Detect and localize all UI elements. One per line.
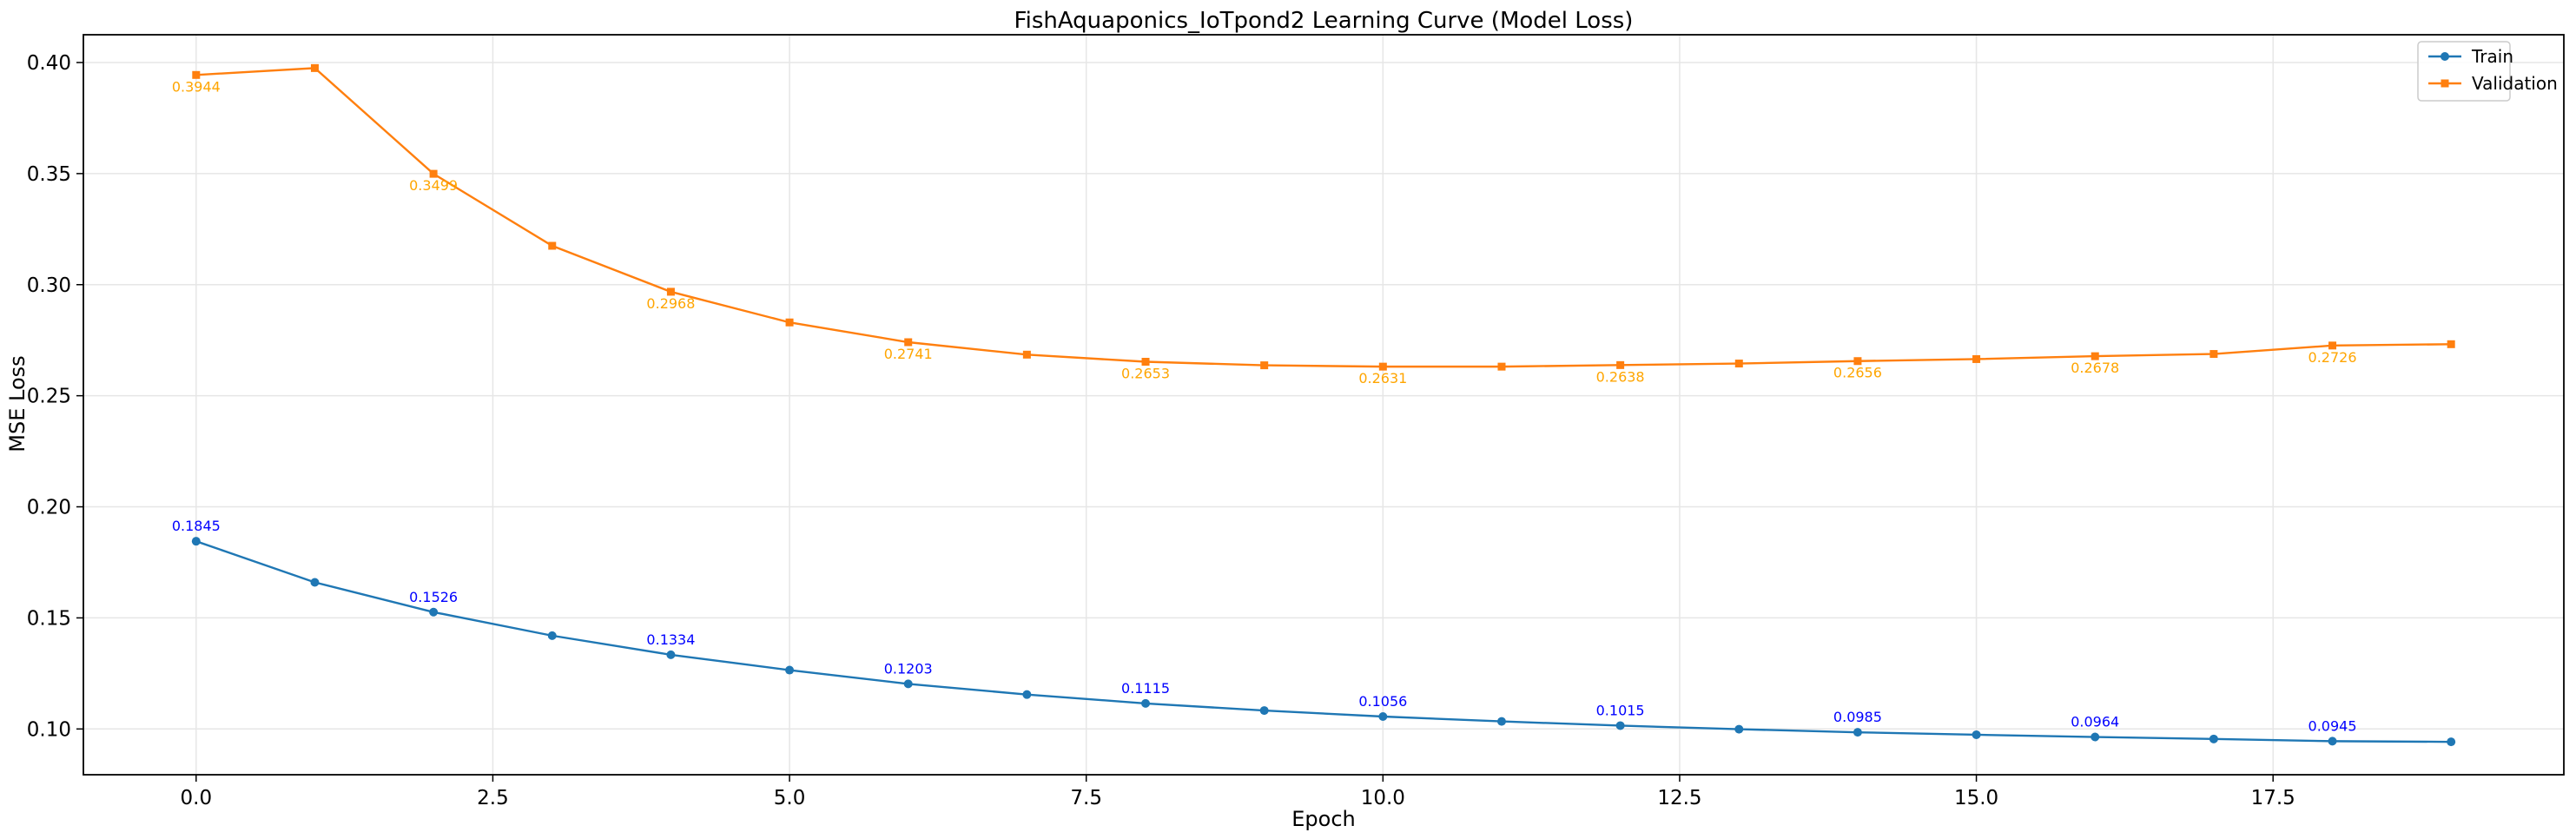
x-tick-label: 7.5 [1070, 787, 1102, 809]
validation-point [310, 63, 319, 72]
train-data-label: 0.0985 [1833, 709, 1882, 725]
x-tick-label: 0.0 [181, 787, 213, 809]
validation-point [1853, 357, 1862, 366]
validation-data-label: 0.2653 [1121, 366, 1170, 382]
train-point [1378, 711, 1388, 721]
train-data-label: 0.1526 [409, 589, 458, 605]
train-data-label: 0.1334 [646, 631, 695, 648]
train-point [1853, 728, 1862, 737]
train-line [195, 540, 2452, 743]
validation-legend-label: Validation [2472, 73, 2558, 94]
validation-data-label: 0.2726 [2308, 349, 2357, 366]
validation-point [429, 169, 438, 178]
train-point [1615, 721, 1625, 730]
x-tick-label: 2.5 [477, 787, 509, 809]
validation-data-label: 0.2656 [1833, 365, 1882, 381]
validation-point [1141, 358, 1150, 367]
validation-point [1972, 354, 1981, 363]
y-tick-label: 0.40 [27, 52, 71, 75]
train-point [903, 679, 913, 689]
train-point [547, 631, 557, 640]
validation-data-label: 0.2741 [884, 346, 933, 362]
validation-point [2447, 340, 2455, 348]
train-data-label: 0.0945 [2308, 717, 2357, 734]
train-data-label: 0.1203 [884, 660, 933, 677]
train-legend-marker [2441, 52, 2449, 61]
train-point [1972, 730, 1981, 739]
validation-point [1497, 362, 1506, 371]
train-point [1022, 690, 1032, 699]
y-tick-label: 0.35 [27, 163, 71, 186]
train-point [2328, 737, 2337, 746]
series-layer [191, 63, 2456, 747]
y-tick-label: 0.15 [27, 607, 71, 630]
x-tick-label: 17.5 [2251, 787, 2295, 809]
x-tick-label: 10.0 [1361, 787, 1405, 809]
legend: Train Validation [2417, 41, 2558, 102]
train-point [785, 665, 795, 675]
train-point [1734, 724, 1744, 734]
validation-point [904, 338, 913, 347]
train-data-label: 0.1115 [1121, 680, 1170, 697]
x-axis-ticks: 0.0 2.5 5.0 7.5 10.0 12.5 15.0 17.5 [181, 775, 2295, 809]
validation-point [1616, 360, 1625, 369]
data-labels: 0.1845 0.1526 0.1334 0.1203 0.1115 0.1056 0.10… [172, 78, 2357, 734]
x-tick-label: 15.0 [1954, 787, 1998, 809]
train-point [2209, 734, 2218, 743]
validation-point [2091, 352, 2099, 360]
train-point [2447, 737, 2456, 747]
validation-legend-marker [2441, 79, 2449, 88]
train-data-label: 0.0964 [2071, 714, 2119, 730]
plot-frame [83, 34, 2565, 776]
train-legend-label: Train [2471, 46, 2513, 67]
y-tick-label: 0.20 [27, 497, 71, 519]
validation-point [2209, 350, 2218, 359]
chart-title: FishAquaponics_IoTpond2 Learning Curve (… [1014, 8, 1634, 34]
validation-data-label: 0.2631 [1358, 370, 1407, 386]
y-tick-label: 0.25 [27, 386, 71, 408]
y-axis-ticks: 0.10 0.15 0.20 0.25 0.30 0.35 0.40 [27, 52, 83, 741]
validation-data-label: 0.3944 [172, 78, 221, 95]
train-point [1259, 706, 1269, 716]
x-tick-label: 12.5 [1657, 787, 1701, 809]
train-point [310, 578, 320, 587]
validation-point [1734, 360, 1743, 368]
train-data-label: 0.1015 [1596, 702, 1645, 718]
train-point [191, 537, 201, 546]
validation-series [192, 63, 2455, 371]
train-data-label: 0.1056 [1358, 693, 1407, 710]
validation-point [192, 70, 201, 79]
validation-point [1022, 350, 1031, 359]
validation-line [195, 67, 2452, 368]
grid-lines [83, 35, 2564, 775]
train-series [191, 537, 2456, 747]
validation-point [2328, 341, 2337, 350]
y-tick-label: 0.30 [27, 274, 71, 297]
train-point [2091, 732, 2100, 742]
x-axis-label: Epoch [1291, 807, 1356, 831]
validation-data-label: 0.3499 [409, 177, 458, 194]
validation-point [785, 318, 794, 327]
train-point [666, 650, 676, 659]
train-point [1496, 717, 1506, 726]
train-point [429, 607, 439, 617]
train-data-label: 0.1845 [172, 518, 221, 534]
validation-data-label: 0.2678 [2071, 360, 2119, 376]
y-axis-label: MSE Loss [5, 355, 30, 452]
x-tick-label: 5.0 [774, 787, 806, 809]
validation-point [1378, 362, 1387, 371]
validation-point [548, 241, 557, 250]
validation-data-label: 0.2968 [646, 295, 695, 312]
validation-data-label: 0.2638 [1596, 368, 1645, 385]
y-tick-label: 0.10 [27, 718, 71, 741]
validation-point [1260, 361, 1269, 370]
train-point [1141, 698, 1151, 708]
validation-point [666, 287, 675, 296]
